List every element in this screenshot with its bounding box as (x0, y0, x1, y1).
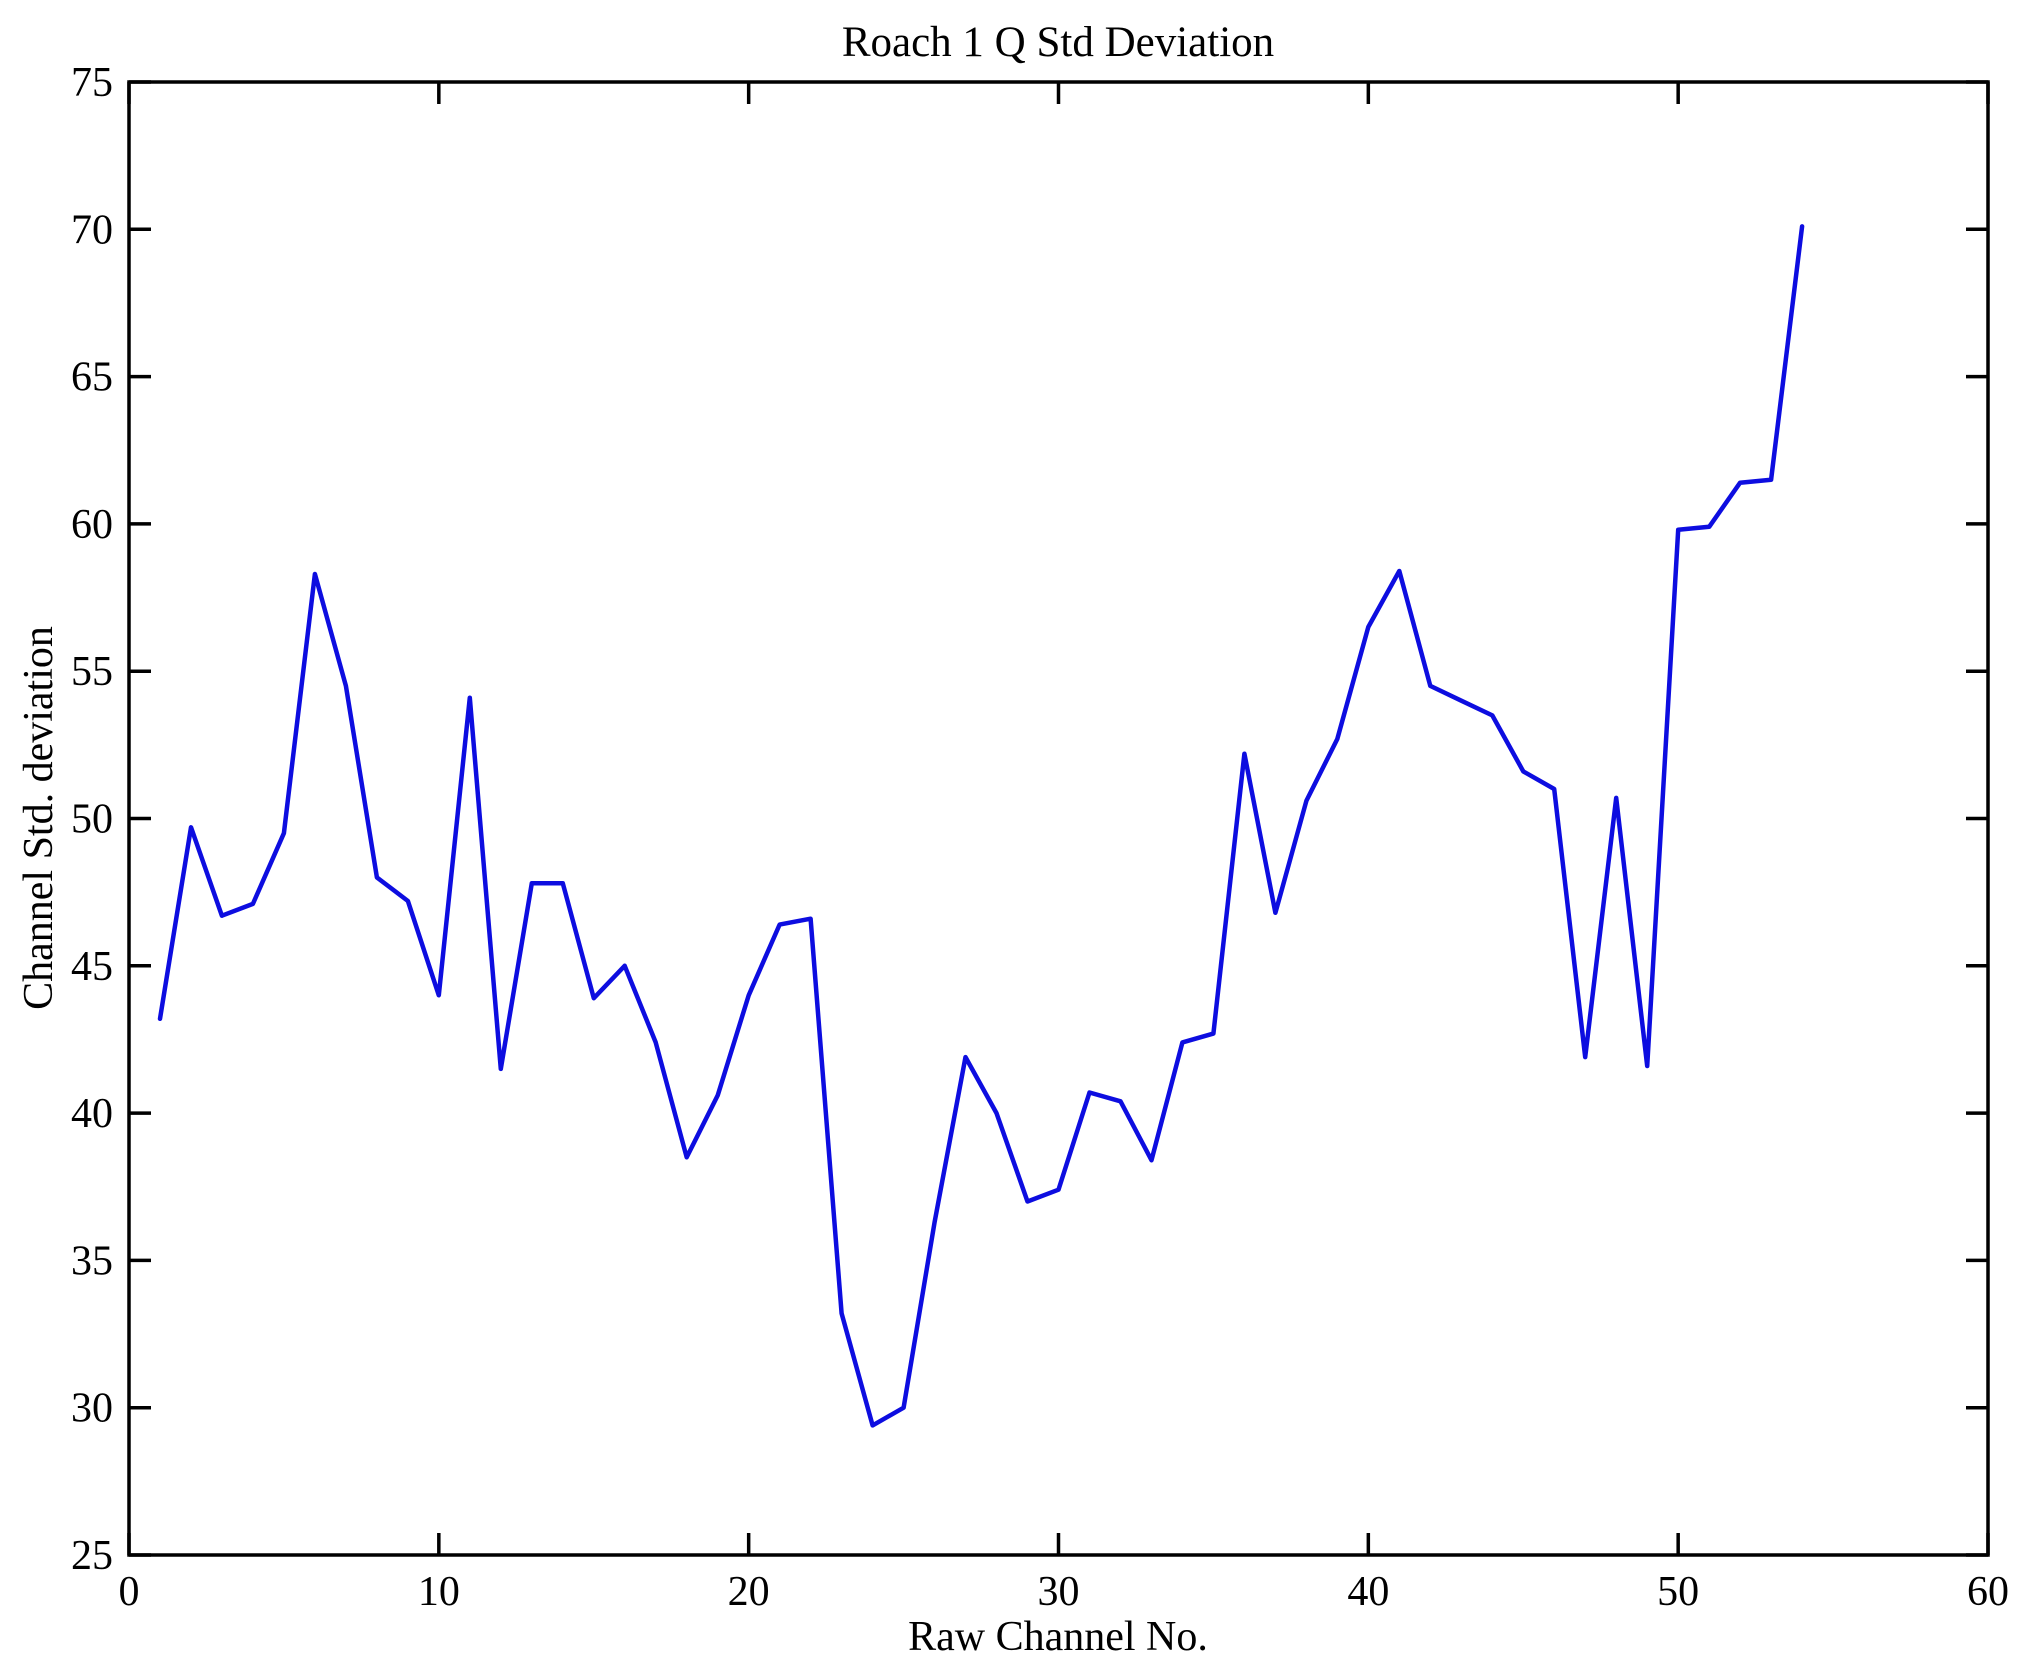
y-tick-label: 75 (71, 60, 113, 106)
axis-ticks (127, 80, 1990, 1557)
y-tick-label: 65 (71, 355, 113, 401)
chart-title: Roach 1 Q Std Deviation (842, 19, 1274, 66)
y-tick-label: 25 (71, 1533, 113, 1579)
y-tick-label: 35 (71, 1238, 113, 1284)
x-tick-label: 10 (418, 1569, 460, 1615)
x-tick-label: 30 (1038, 1569, 1080, 1615)
y-tick-label: 45 (71, 944, 113, 990)
y-tick-label: 55 (71, 649, 113, 695)
y-axis-label: Channel Std. deviation (16, 626, 62, 1010)
x-tick-label: 20 (728, 1569, 770, 1615)
y-tick-label: 70 (71, 207, 113, 253)
x-tick-label: 60 (1967, 1569, 2009, 1615)
y-tick-label: 40 (71, 1091, 113, 1137)
plot-box (127, 80, 1990, 1557)
x-tick-label: 50 (1657, 1569, 1699, 1615)
y-tick-label: 50 (71, 797, 113, 843)
axis-tick-labels: 0 10 20 30 40 50 60 25 30 35 40 45 50 55 60 65 70 75 (71, 60, 2009, 1615)
y-tick-label: 60 (71, 502, 113, 548)
x-tick-label: 0 (119, 1569, 140, 1615)
x-axis-label: Raw Channel No. (908, 1614, 1208, 1660)
data-series-line (157, 224, 1805, 1428)
x-tick-label: 40 (1347, 1569, 1389, 1615)
y-tick-label: 30 (71, 1386, 113, 1432)
data-series (157, 224, 1805, 1428)
